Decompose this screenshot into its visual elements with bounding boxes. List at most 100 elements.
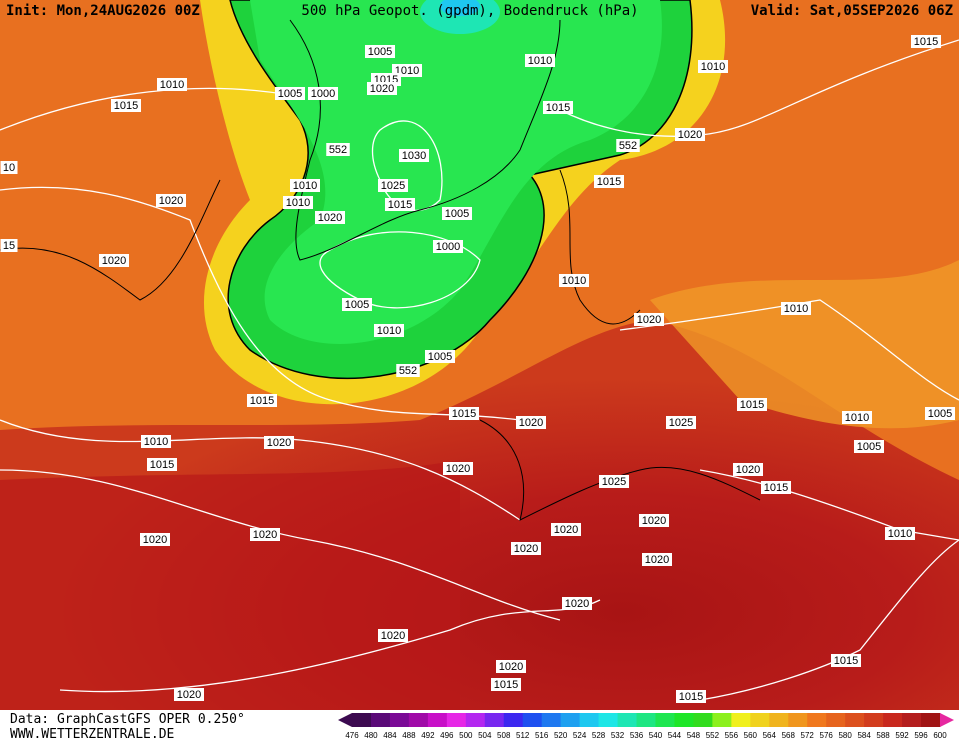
legend-level: 504 <box>478 731 492 740</box>
isobar-label-box <box>367 82 397 95</box>
isobar-label: 1005 <box>445 208 469 220</box>
isobar-label: 1020 <box>514 543 538 555</box>
legend-level: 480 <box>364 731 378 740</box>
isobar-label: 1020 <box>565 598 589 610</box>
isobar-label-box <box>594 175 624 188</box>
isobar-label: 1010 <box>528 55 552 67</box>
legend-level: 596 <box>914 731 928 740</box>
isobar-label-box <box>290 179 320 192</box>
legend-level: 568 <box>782 731 796 740</box>
isobar-label-box <box>525 54 555 67</box>
legend-swatch <box>883 713 903 727</box>
legend-swatch <box>921 713 941 727</box>
isobar-label-box <box>156 194 186 207</box>
isobar-label-box <box>111 99 141 112</box>
legend-arrow-left <box>338 713 352 727</box>
isobar-label-box <box>562 597 592 610</box>
isobar-label-box <box>399 149 429 162</box>
legend-swatch <box>845 713 865 727</box>
legend-swatch <box>446 713 467 727</box>
isobar-label-box <box>157 78 187 91</box>
isobar-label-box <box>250 528 280 541</box>
isobar-label: 1010 <box>845 412 869 424</box>
isobar-label: 1015 <box>740 399 764 411</box>
isobar-label-box <box>0 161 18 174</box>
isobar-label: 1020 <box>159 195 183 207</box>
isobar-label: 1025 <box>669 417 693 429</box>
isobar-label: 1010 <box>562 275 586 287</box>
legend-swatch <box>712 713 732 727</box>
isobar-label-box <box>496 660 526 673</box>
isobar-label-box <box>0 239 18 252</box>
legend-level: 516 <box>535 731 549 740</box>
isobar-label: 1020 <box>102 255 126 267</box>
trough-core <box>250 0 662 344</box>
legend-swatch <box>769 713 789 727</box>
legend-level: 508 <box>497 731 511 740</box>
isobar-label: 1010 <box>701 61 725 73</box>
isobar-label-box <box>315 211 345 224</box>
legend-swatch <box>579 713 600 727</box>
isobar-label-box <box>781 302 811 315</box>
isobar-label: 1020 <box>554 524 578 536</box>
legend-swatch <box>636 713 656 727</box>
isobar-label-box <box>551 523 581 536</box>
isobar-label: 552 <box>329 144 347 156</box>
legend-level: 532 <box>611 731 625 740</box>
coastlines <box>0 19 761 521</box>
legend-level: 600 <box>933 731 947 740</box>
legend-level: 544 <box>668 731 682 740</box>
legend-level: 528 <box>592 731 606 740</box>
trough-center <box>420 0 500 34</box>
isobar-label: 1010 <box>377 325 401 337</box>
isobar-label: 1015 <box>150 459 174 471</box>
legend-swatch <box>826 713 846 727</box>
isobar-label-box <box>264 436 294 449</box>
isobar-label: 1005 <box>368 46 392 58</box>
isobar-label-box <box>99 254 129 267</box>
legend-swatch <box>352 713 372 727</box>
legend-level: 512 <box>516 731 530 740</box>
isobar-label: 1010 <box>144 436 168 448</box>
isobar-label-box <box>433 240 463 253</box>
isobar <box>0 87 291 131</box>
isobar-label-box <box>761 481 791 494</box>
isobar-label: 1025 <box>602 476 626 488</box>
isobar-label-box <box>599 475 629 488</box>
isobar-label: 1015 <box>546 102 570 114</box>
isobar-label-box <box>308 87 338 100</box>
legend-swatch <box>788 713 808 727</box>
legend-level: 488 <box>402 731 416 740</box>
isobar <box>619 299 959 401</box>
isobar-label-box <box>247 394 277 407</box>
isobar-label: 552 <box>619 140 637 152</box>
legend-swatch <box>902 713 922 727</box>
legend-swatch <box>750 713 770 727</box>
legend-level: 580 <box>838 731 852 740</box>
isobar-label-box <box>385 198 415 211</box>
isobar-label-box <box>676 690 706 703</box>
isobar-label: 1025 <box>381 180 405 192</box>
legend-level: 520 <box>554 731 568 740</box>
isobar-label: 1005 <box>278 88 302 100</box>
coastline <box>289 19 561 261</box>
isobar-label: 1020 <box>253 529 277 541</box>
coastline <box>559 169 641 325</box>
legend-swatch <box>503 713 524 727</box>
legend-level: 592 <box>895 731 909 740</box>
isobar-label: 1015 <box>388 199 412 211</box>
isobar-label: 1020 <box>678 129 702 141</box>
warm-region-west <box>0 460 460 710</box>
isobar-label-box <box>442 207 472 220</box>
isobar-label-box <box>275 87 305 100</box>
legend-level: 540 <box>649 731 663 740</box>
isobar-label-box <box>737 398 767 411</box>
isobar-label: 10 <box>3 162 15 174</box>
isobar-label-box <box>733 463 763 476</box>
isobar-label-box <box>543 101 573 114</box>
legend-swatch <box>693 713 713 727</box>
isobar-label: 1020 <box>642 515 666 527</box>
isobar-label: 1015 <box>764 482 788 494</box>
isobar-label: 1010 <box>784 303 808 315</box>
isobar-label: 1015 <box>250 395 274 407</box>
